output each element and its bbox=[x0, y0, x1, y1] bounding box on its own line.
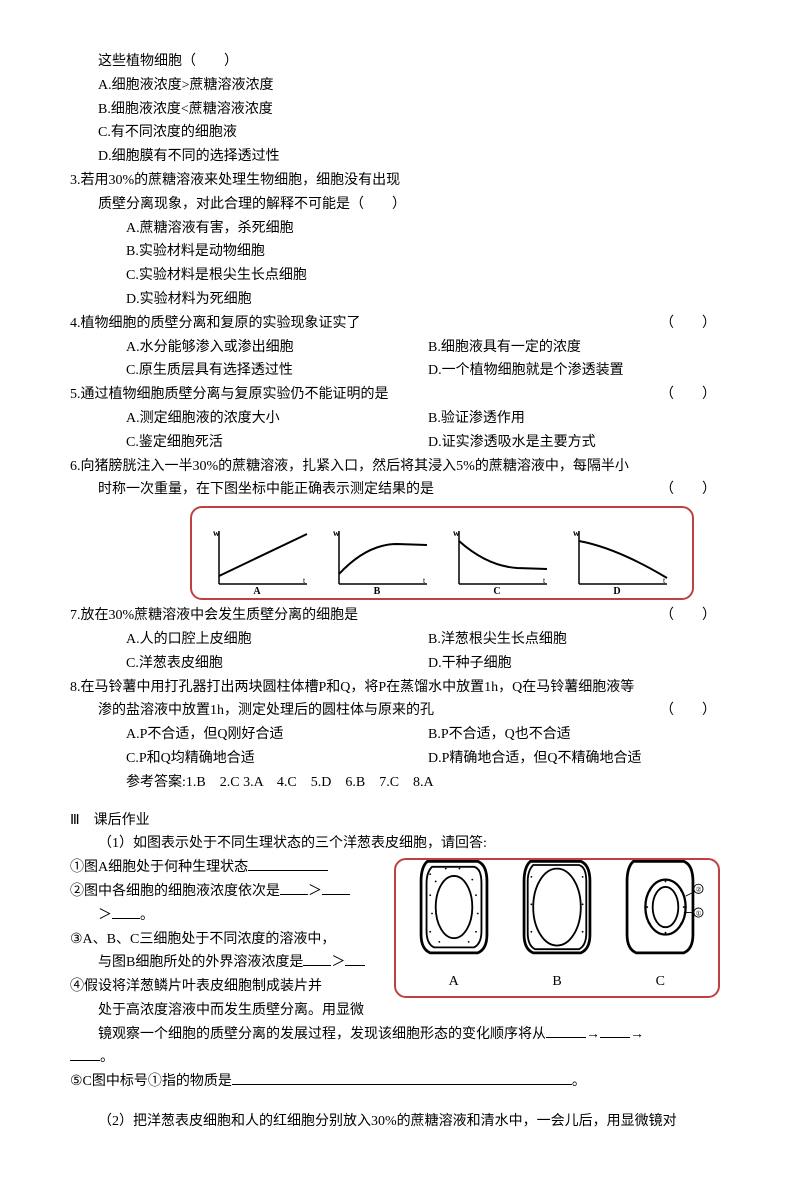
callout-1: ① bbox=[696, 910, 702, 917]
p1-i4c: 镜观察一个细胞的质壁分离的发展过程，发现该细胞形态的变化顺序将从 → → bbox=[98, 1023, 730, 1047]
chart-label-d: D bbox=[613, 586, 620, 596]
p1-i5: ⑤C图中标号①指的物质是 。 bbox=[70, 1070, 730, 1094]
arrow1: → bbox=[586, 1027, 600, 1042]
p1-i4c-text: 镜观察一个细胞的质壁分离的发展过程，发现该细胞形态的变化顺序将从 bbox=[98, 1027, 546, 1042]
blank bbox=[112, 904, 140, 919]
q8-opt-c: C.P和Q均精确地合适 bbox=[126, 747, 428, 771]
callout-2: ② bbox=[696, 886, 702, 893]
q3-opt-d: D.实验材料为死细胞 bbox=[126, 288, 730, 312]
p1-body: A B ② ① C bbox=[70, 856, 730, 1023]
q4-stem-row: 4.植物细胞的质壁分离和复原的实验现象证实了 （ ） bbox=[70, 312, 730, 336]
q8-line2: 渗的盐溶液中放置1h，测定处理后的圆柱体与原来的孔 bbox=[98, 703, 434, 718]
q4-paren: （ ） bbox=[660, 312, 716, 336]
q4-opt-c: C.原生质层具有选择透过性 bbox=[126, 359, 428, 383]
q8-opt-d: D.P精确地合适，但Q不精确地合适 bbox=[428, 747, 730, 771]
q6-paren: （ ） bbox=[660, 478, 716, 502]
gt2: ＞ bbox=[98, 908, 112, 923]
blank bbox=[600, 1023, 630, 1038]
q6-charts: w A t w B t w C t w bbox=[190, 506, 694, 600]
cell-label-a: A bbox=[402, 970, 505, 994]
p1-i1-text: ①图A细胞处于何种生理状态 bbox=[70, 860, 248, 875]
blank bbox=[280, 880, 308, 895]
q6-line2: 时称一次重量，在下图坐标中能正确表示测定结果的是 bbox=[98, 482, 434, 497]
q3-opt-c: C.实验材料是根尖生长点细胞 bbox=[126, 264, 730, 288]
q5-opt-a: A.测定细胞液的浓度大小 bbox=[126, 407, 428, 431]
q3-opt-b: B.实验材料是动物细胞 bbox=[126, 240, 730, 264]
blank bbox=[345, 951, 365, 966]
q4-opt-b: B.细胞液具有一定的浓度 bbox=[428, 336, 730, 360]
q5-opt-b: B.验证渗透作用 bbox=[428, 407, 730, 431]
gt3: ＞ bbox=[331, 955, 345, 970]
period2: 。 bbox=[100, 1050, 114, 1065]
cell-diagram: A B ② ① C bbox=[394, 858, 720, 998]
q3-opt-a: A.蔗糖溶液有害，杀死细胞 bbox=[126, 217, 730, 241]
q-pre-stem: 这些植物细胞（ ） bbox=[98, 50, 730, 74]
chart-label-a: A bbox=[253, 586, 261, 596]
blank bbox=[70, 1046, 100, 1061]
q7-opt-c: C.洋葱表皮细胞 bbox=[126, 652, 428, 676]
section3-title: Ⅲ 课后作业 bbox=[70, 809, 730, 833]
q8-line1: 8.在马铃薯中用打孔器打出两块圆柱体槽P和Q，将P在蒸馏水中放置1h，Q在马铃薯… bbox=[70, 676, 730, 700]
period: 。 bbox=[140, 908, 154, 923]
q6-line2-row: 时称一次重量，在下图坐标中能正确表示测定结果的是 （ ） bbox=[98, 478, 730, 502]
period3: 。 bbox=[572, 1074, 586, 1089]
cell-c: ② ① C bbox=[609, 854, 712, 995]
gt1: ＞ bbox=[308, 884, 322, 899]
q7-stem: 7.放在30%蔗糖溶液中会发生质壁分离的细胞是 bbox=[70, 608, 358, 623]
cell-a: A bbox=[402, 854, 505, 995]
q-pre-opt-d: D.细胞膜有不同的选择透过性 bbox=[98, 145, 730, 169]
q6-chart-c: w C t bbox=[442, 526, 562, 596]
q3-line1: 3.若用30%的蔗糖溶液来处理生物细胞，细胞没有出现 bbox=[70, 169, 730, 193]
chart-label-c: C bbox=[493, 586, 500, 596]
q6-chart-a: w A t bbox=[202, 526, 322, 596]
cell-b: B bbox=[505, 854, 608, 995]
blank bbox=[546, 1023, 586, 1038]
q4-opt-d: D.一个植物细胞就是个渗透装置 bbox=[428, 359, 730, 383]
q-pre-opt-c: C.有不同浓度的细胞液 bbox=[98, 121, 730, 145]
q7-opt-d: D.干种子细胞 bbox=[428, 652, 730, 676]
blank bbox=[322, 880, 350, 895]
p1-i2-text: ②图中各细胞的细胞液浓度依次是 bbox=[70, 884, 280, 899]
blank bbox=[232, 1070, 572, 1085]
p1-i4b: 处于高浓度溶液中而发生质壁分离。用显微 bbox=[98, 999, 730, 1023]
answers: 参考答案:1.B 2.C 3.A 4.C 5.D 6.B 7.C 8.A bbox=[126, 771, 730, 795]
q5-opt-d: D.证实渗透吸水是主要方式 bbox=[428, 431, 730, 455]
q3-line2: 质壁分离现象，对此合理的解释不可能是（ ） bbox=[98, 193, 730, 217]
q8-opt-b: B.P不合适，Q也不合适 bbox=[428, 723, 730, 747]
q-pre-opt-a: A.细胞液浓度>蔗糖溶液浓度 bbox=[98, 74, 730, 98]
cell-label-c: C bbox=[609, 970, 712, 994]
spacer bbox=[70, 1094, 730, 1110]
chart-label-b: B bbox=[374, 586, 381, 596]
q6-chart-b: w B t bbox=[322, 526, 442, 596]
q6-line1: 6.向猪膀胱注入一半30%的蔗糖溶液，扎紧入口，然后将其浸入5%的蔗糖溶液中，每… bbox=[70, 455, 730, 479]
q5-paren: （ ） bbox=[660, 383, 716, 407]
p1-i3b-text: 与图B细胞所处的外界溶液浓度是 bbox=[98, 955, 303, 970]
cell-label-b: B bbox=[505, 970, 608, 994]
q4-opt-a: A.水分能够渗入或渗出细胞 bbox=[126, 336, 428, 360]
blank bbox=[303, 951, 331, 966]
q7-stem-row: 7.放在30%蔗糖溶液中会发生质壁分离的细胞是 （ ） bbox=[70, 604, 730, 628]
q7-opt-a: A.人的口腔上皮细胞 bbox=[126, 628, 428, 652]
blank bbox=[248, 856, 328, 871]
q4-stem: 4.植物细胞的质壁分离和复原的实验现象证实了 bbox=[70, 316, 361, 331]
q-pre-opt-b: B.细胞液浓度<蔗糖溶液浓度 bbox=[98, 98, 730, 122]
arrow2: → bbox=[630, 1027, 644, 1042]
q8-opt-a: A.P不合适，但Q刚好合适 bbox=[126, 723, 428, 747]
q5-stem-row: 5.通过植物细胞质壁分离与复原实验仍不能证明的是 （ ） bbox=[70, 383, 730, 407]
q6-chart-d: w D t bbox=[562, 526, 682, 596]
q7-paren: （ ） bbox=[660, 604, 716, 628]
q8-line2-row: 渗的盐溶液中放置1h，测定处理后的圆柱体与原来的孔 （ ） bbox=[98, 699, 730, 723]
p2: （2）把洋葱表皮细胞和人的红细胞分别放入30%的蔗糖溶液和清水中，一会儿后，用显… bbox=[98, 1110, 730, 1134]
p1-i5-text: ⑤C图中标号①指的物质是 bbox=[70, 1074, 232, 1089]
q5-opt-c: C.鉴定细胞死活 bbox=[126, 431, 428, 455]
p1-i4d: 。 bbox=[70, 1046, 730, 1070]
q8-paren: （ ） bbox=[660, 699, 716, 723]
q7-opt-b: B.洋葱根尖生长点细胞 bbox=[428, 628, 730, 652]
q5-stem: 5.通过植物细胞质壁分离与复原实验仍不能证明的是 bbox=[70, 387, 389, 402]
